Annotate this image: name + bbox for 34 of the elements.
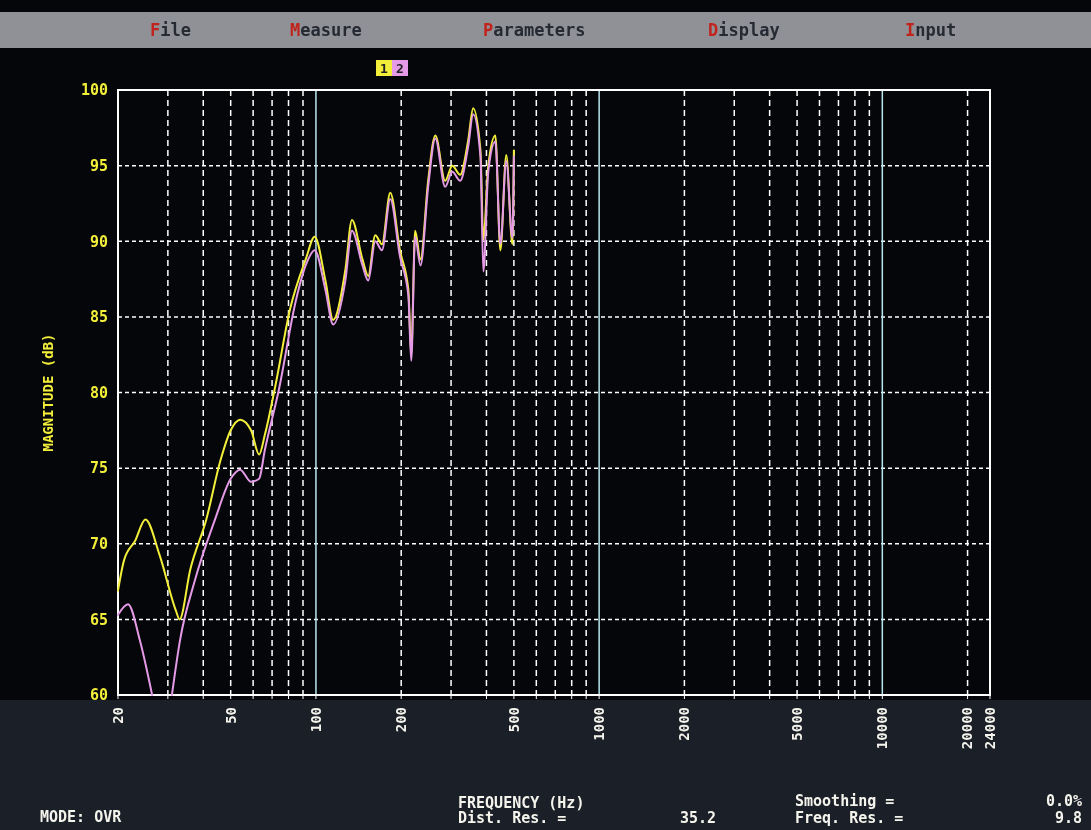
text: MODE: OVR [40, 808, 123, 826]
text: Smoothing = [795, 792, 895, 810]
y-axis-title: MAGNITUDE (dB) [39, 333, 56, 452]
x-tick-label: 100 [307, 707, 324, 733]
y-tick-label: 80 [89, 383, 108, 402]
text: Freq. Res. = [795, 809, 904, 827]
text: Display [708, 20, 780, 40]
y-tick-label: 60 [89, 686, 108, 705]
text: 35.2 [680, 809, 717, 827]
text: Measure [290, 20, 362, 40]
x-tick-label: 20 [109, 707, 126, 724]
y-tick-label: 70 [89, 535, 108, 553]
text: Input [905, 20, 957, 40]
x-tick-label: 2000 [676, 707, 693, 741]
y-tick-label: 65 [89, 610, 108, 629]
x-tick-label: 500 [505, 707, 522, 733]
text: 9.8 [1054, 809, 1082, 827]
y-tick-label: 90 [89, 232, 108, 251]
text: Parameters [483, 20, 586, 40]
x-tick-label: 24000 [981, 707, 998, 750]
x-tick-label: 200 [393, 707, 410, 733]
text: 0.0% [1045, 792, 1082, 810]
x-tick-label: 20000 [959, 707, 976, 750]
y-tick-label: 95 [89, 156, 108, 175]
x-tick-label: 50 [222, 707, 239, 724]
y-tick-label: 75 [89, 459, 108, 478]
text: File [150, 20, 191, 40]
x-tick-label: 1000 [591, 707, 608, 741]
x-tick-label: 5000 [788, 707, 805, 741]
y-tick-label: 85 [89, 308, 108, 327]
text: 1 [380, 60, 389, 76]
text: 2 [396, 60, 404, 76]
y-tick-label: 100 [80, 81, 108, 100]
x-tick-label: 10000 [874, 707, 891, 750]
